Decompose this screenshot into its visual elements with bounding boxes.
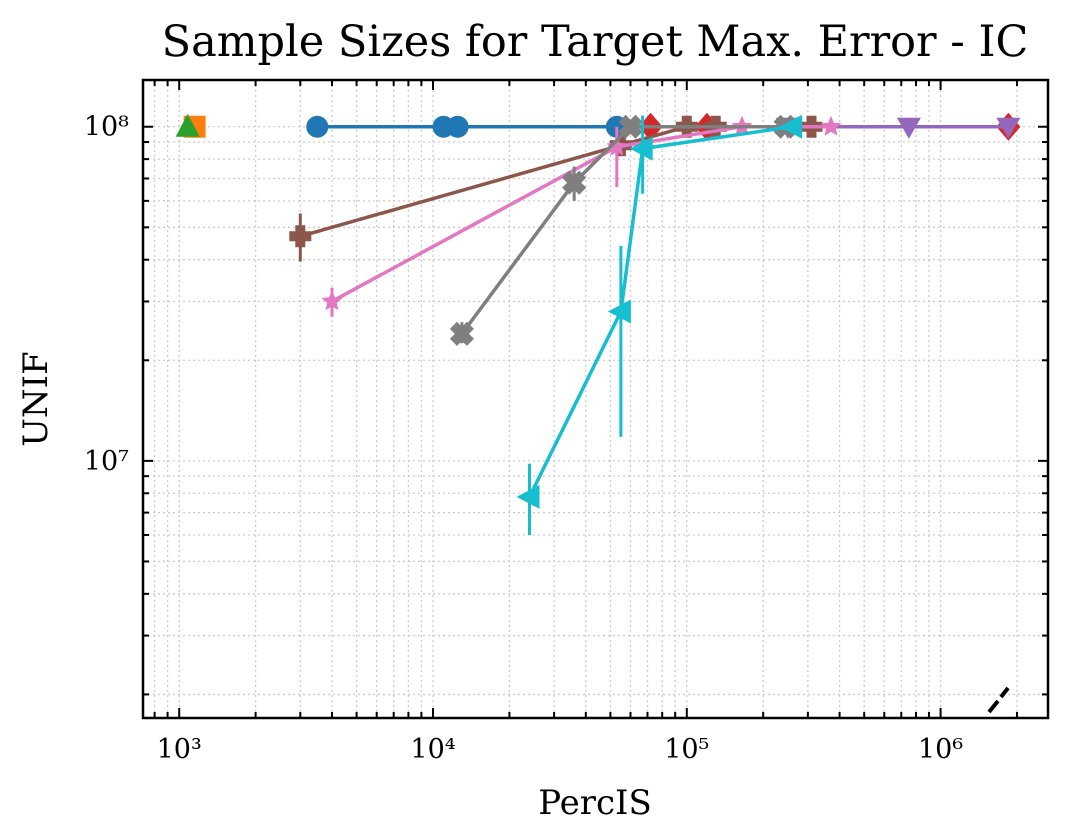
axis-ticks <box>143 80 1048 718</box>
x-tick-label: 10⁶ <box>918 734 963 765</box>
x-tick-label: 10⁴ <box>410 734 455 765</box>
x-axis-label: PercIS <box>538 783 652 823</box>
x-tick-label: 10⁵ <box>664 734 709 765</box>
plot-series <box>175 112 1021 535</box>
data-point-star <box>820 115 842 136</box>
data-point-triangle-left <box>607 299 631 324</box>
data-point-circle <box>446 115 469 138</box>
data-point-star <box>606 135 628 156</box>
plot-frame <box>141 78 1050 720</box>
series-1 <box>306 115 628 138</box>
y-axis-label: UNIF <box>16 351 56 446</box>
tick-labels: 10³ 10⁴ 10⁵ 10⁶ 10⁷ 10⁸ <box>84 112 964 765</box>
x-cross-shape <box>562 170 587 195</box>
data-point-x-cross <box>562 170 587 195</box>
data-point-circle <box>306 115 329 138</box>
grid <box>143 80 1048 718</box>
series-line <box>460 124 786 335</box>
series-6 <box>289 115 823 262</box>
data-point-star <box>321 290 343 311</box>
x-tick-label: 10³ <box>157 734 202 765</box>
data-point-triangle-down <box>996 117 1021 139</box>
series-line <box>527 124 793 498</box>
data-point-x-cross <box>449 321 474 346</box>
data-point-triangle-up <box>175 113 200 137</box>
chart-title: Sample Sizes for Target Max. Error - IC <box>162 17 1029 67</box>
data-point-plus <box>289 225 312 248</box>
data-point-x-cross <box>618 114 643 139</box>
series-3 <box>175 113 200 137</box>
series-9 <box>516 114 803 535</box>
data-point-triangle-left <box>779 114 803 139</box>
data-point-triangle-down <box>896 117 921 139</box>
corner-dash-mark <box>987 686 1010 714</box>
y-tick-label: 10⁷ <box>84 446 129 477</box>
series-line <box>331 124 831 303</box>
x-cross-shape <box>618 114 643 139</box>
data-point-triangle-left <box>516 484 540 509</box>
x-cross-shape <box>449 321 474 346</box>
y-tick-label: 10⁸ <box>84 112 129 143</box>
data-point-triangle-left <box>629 136 653 161</box>
